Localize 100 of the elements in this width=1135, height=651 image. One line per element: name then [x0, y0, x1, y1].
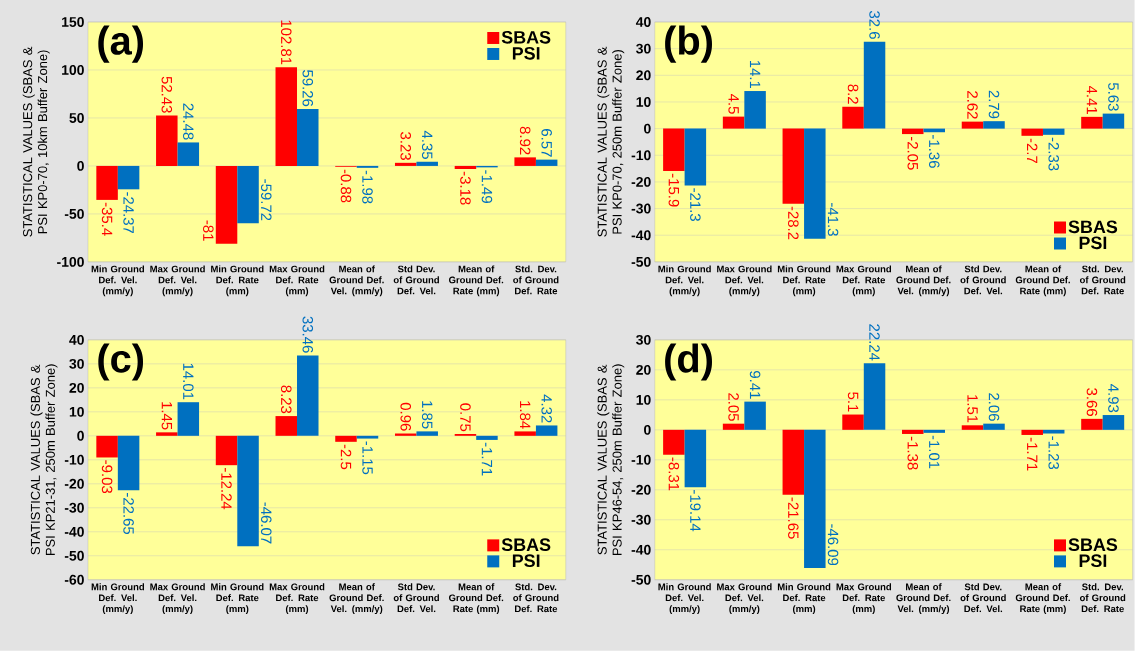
y-tick-label: -10 — [631, 150, 651, 161]
bar — [722, 116, 745, 129]
bar — [863, 41, 886, 129]
y-tick-label: 0 — [644, 425, 651, 435]
bar — [1042, 429, 1065, 434]
data-label: -1.15 — [362, 441, 373, 475]
x-tick-label: Std. Dev. of Ground Def. Rate — [513, 265, 559, 295]
x-tick-label: Min Ground Def. Vel. (mm/y) — [91, 265, 145, 297]
bar — [684, 429, 707, 488]
y-tick-label: -50 — [64, 550, 84, 561]
bar — [514, 157, 536, 167]
y-tick-label: 0 — [77, 161, 84, 171]
bar — [215, 435, 238, 466]
bar — [514, 431, 536, 436]
bar — [335, 435, 357, 442]
x-tick-label: Max Ground Def. Vel. (mm/y) — [150, 583, 205, 615]
y-tick-label: 0 — [644, 123, 651, 134]
y-axis-title: STATISTICAL VALUES (SBAS & PSI KP0-70, 10km Buffer Zone) — [22, 46, 50, 237]
data-label: 4.41 — [1086, 86, 1098, 115]
data-label: -1.38 — [907, 436, 919, 470]
y-tick-label: 20 — [636, 365, 651, 375]
y-tick-label: 20 — [636, 70, 651, 81]
y-tick-label: 30 — [69, 359, 84, 369]
data-label: 1.85 — [421, 401, 433, 429]
data-label: -1.01 — [928, 435, 940, 469]
bar — [1042, 128, 1065, 135]
x-tick-label: Max Ground Def. Vel. (mm/y) — [717, 583, 772, 615]
y-axis-title: STATISTICAL VALUES (SBAS & PSI KP0-70, 250m Buffer Zone) — [597, 46, 625, 237]
bar — [237, 435, 259, 547]
data-label: -81 — [203, 220, 214, 241]
bar — [804, 429, 826, 569]
y-tick-label: 150 — [62, 17, 84, 28]
data-label: 102.81 — [280, 20, 292, 65]
data-label: 8.23 — [280, 385, 292, 414]
data-label: 1.51 — [967, 395, 978, 423]
x-tick-label: Mean of Ground Def. Vel. (mm/y) — [329, 265, 384, 297]
data-label: 59.26 — [302, 70, 314, 107]
data-label: -22.65 — [123, 493, 134, 535]
data-label: -21.3 — [690, 188, 701, 222]
data-label: 2.79 — [988, 90, 1000, 119]
data-label: -59.72 — [260, 179, 272, 221]
bar — [156, 115, 178, 167]
data-label: -1.49 — [481, 170, 493, 204]
bar — [1102, 113, 1125, 129]
data-label: 9.41 — [749, 371, 761, 399]
data-label: -46.09 — [827, 524, 839, 566]
legend-label: PSI — [512, 47, 540, 60]
bar — [902, 429, 924, 435]
data-label: -0.88 — [340, 169, 352, 203]
bar — [1021, 429, 1043, 436]
x-tick-label: Min Ground Def. Rate (mm) — [211, 265, 264, 297]
data-label: 22.24 — [869, 324, 880, 361]
bar — [156, 432, 178, 436]
bar — [983, 121, 1005, 129]
data-label: -21.65 — [788, 497, 799, 539]
data-label: 4.93 — [1108, 384, 1119, 413]
x-tick-label: Std. Dev. of Ground Def. Rate — [1079, 583, 1126, 613]
bar — [842, 106, 864, 129]
data-label: -1.71 — [481, 442, 493, 476]
bar — [416, 161, 438, 167]
legend-label: SBAS — [501, 31, 551, 44]
data-label: -1.36 — [928, 135, 940, 168]
y-tick-label: -20 — [64, 478, 84, 489]
bar — [983, 423, 1005, 430]
bar — [297, 109, 319, 167]
x-tick-label: Std Dev. of Ground Def. Vel. — [960, 265, 1006, 295]
bar — [177, 402, 200, 436]
legend-label: PSI — [512, 554, 540, 568]
data-label: -9.03 — [101, 460, 113, 494]
y-tick-label: 30 — [636, 43, 651, 54]
bar — [744, 401, 766, 430]
y-tick-label: -50 — [631, 574, 651, 585]
bar — [297, 355, 319, 436]
bar — [416, 431, 438, 436]
data-label: -35.4 — [101, 202, 113, 236]
data-label: -15.9 — [668, 173, 680, 207]
data-label: 2.62 — [967, 91, 978, 119]
y-tick-label: -20 — [631, 177, 651, 187]
x-tick-label: Std. Dev. of Ground Def. Rate — [1079, 265, 1126, 295]
bar — [275, 416, 298, 436]
x-tick-label: Max Ground Def. Rate (mm) — [269, 265, 325, 297]
bar — [782, 429, 805, 495]
y-tick-label: -100 — [57, 257, 84, 267]
data-label: 0.96 — [400, 402, 412, 431]
bar — [394, 162, 417, 167]
y-tick-label: -50 — [631, 257, 651, 267]
y-tick-label: -20 — [631, 484, 651, 495]
bar — [782, 128, 805, 204]
y-tick-label: 30 — [636, 335, 651, 345]
x-tick-label: Min Ground Def. Vel. (mm/y) — [91, 583, 145, 615]
data-label: 4.32 — [541, 394, 552, 423]
data-label: 3.66 — [1086, 388, 1098, 417]
x-tick-label: Mean of Ground Def. Vel. (mm/y) — [329, 583, 384, 615]
y-tick-label: -40 — [631, 544, 651, 555]
y-tick-label: -60 — [64, 574, 84, 585]
bar — [744, 91, 766, 129]
legend-label: SBAS — [1068, 538, 1118, 552]
y-tick-label: -30 — [64, 502, 84, 513]
x-tick-label: Mean of Ground Def. Rate (mm) — [448, 265, 504, 297]
bar — [663, 128, 685, 172]
